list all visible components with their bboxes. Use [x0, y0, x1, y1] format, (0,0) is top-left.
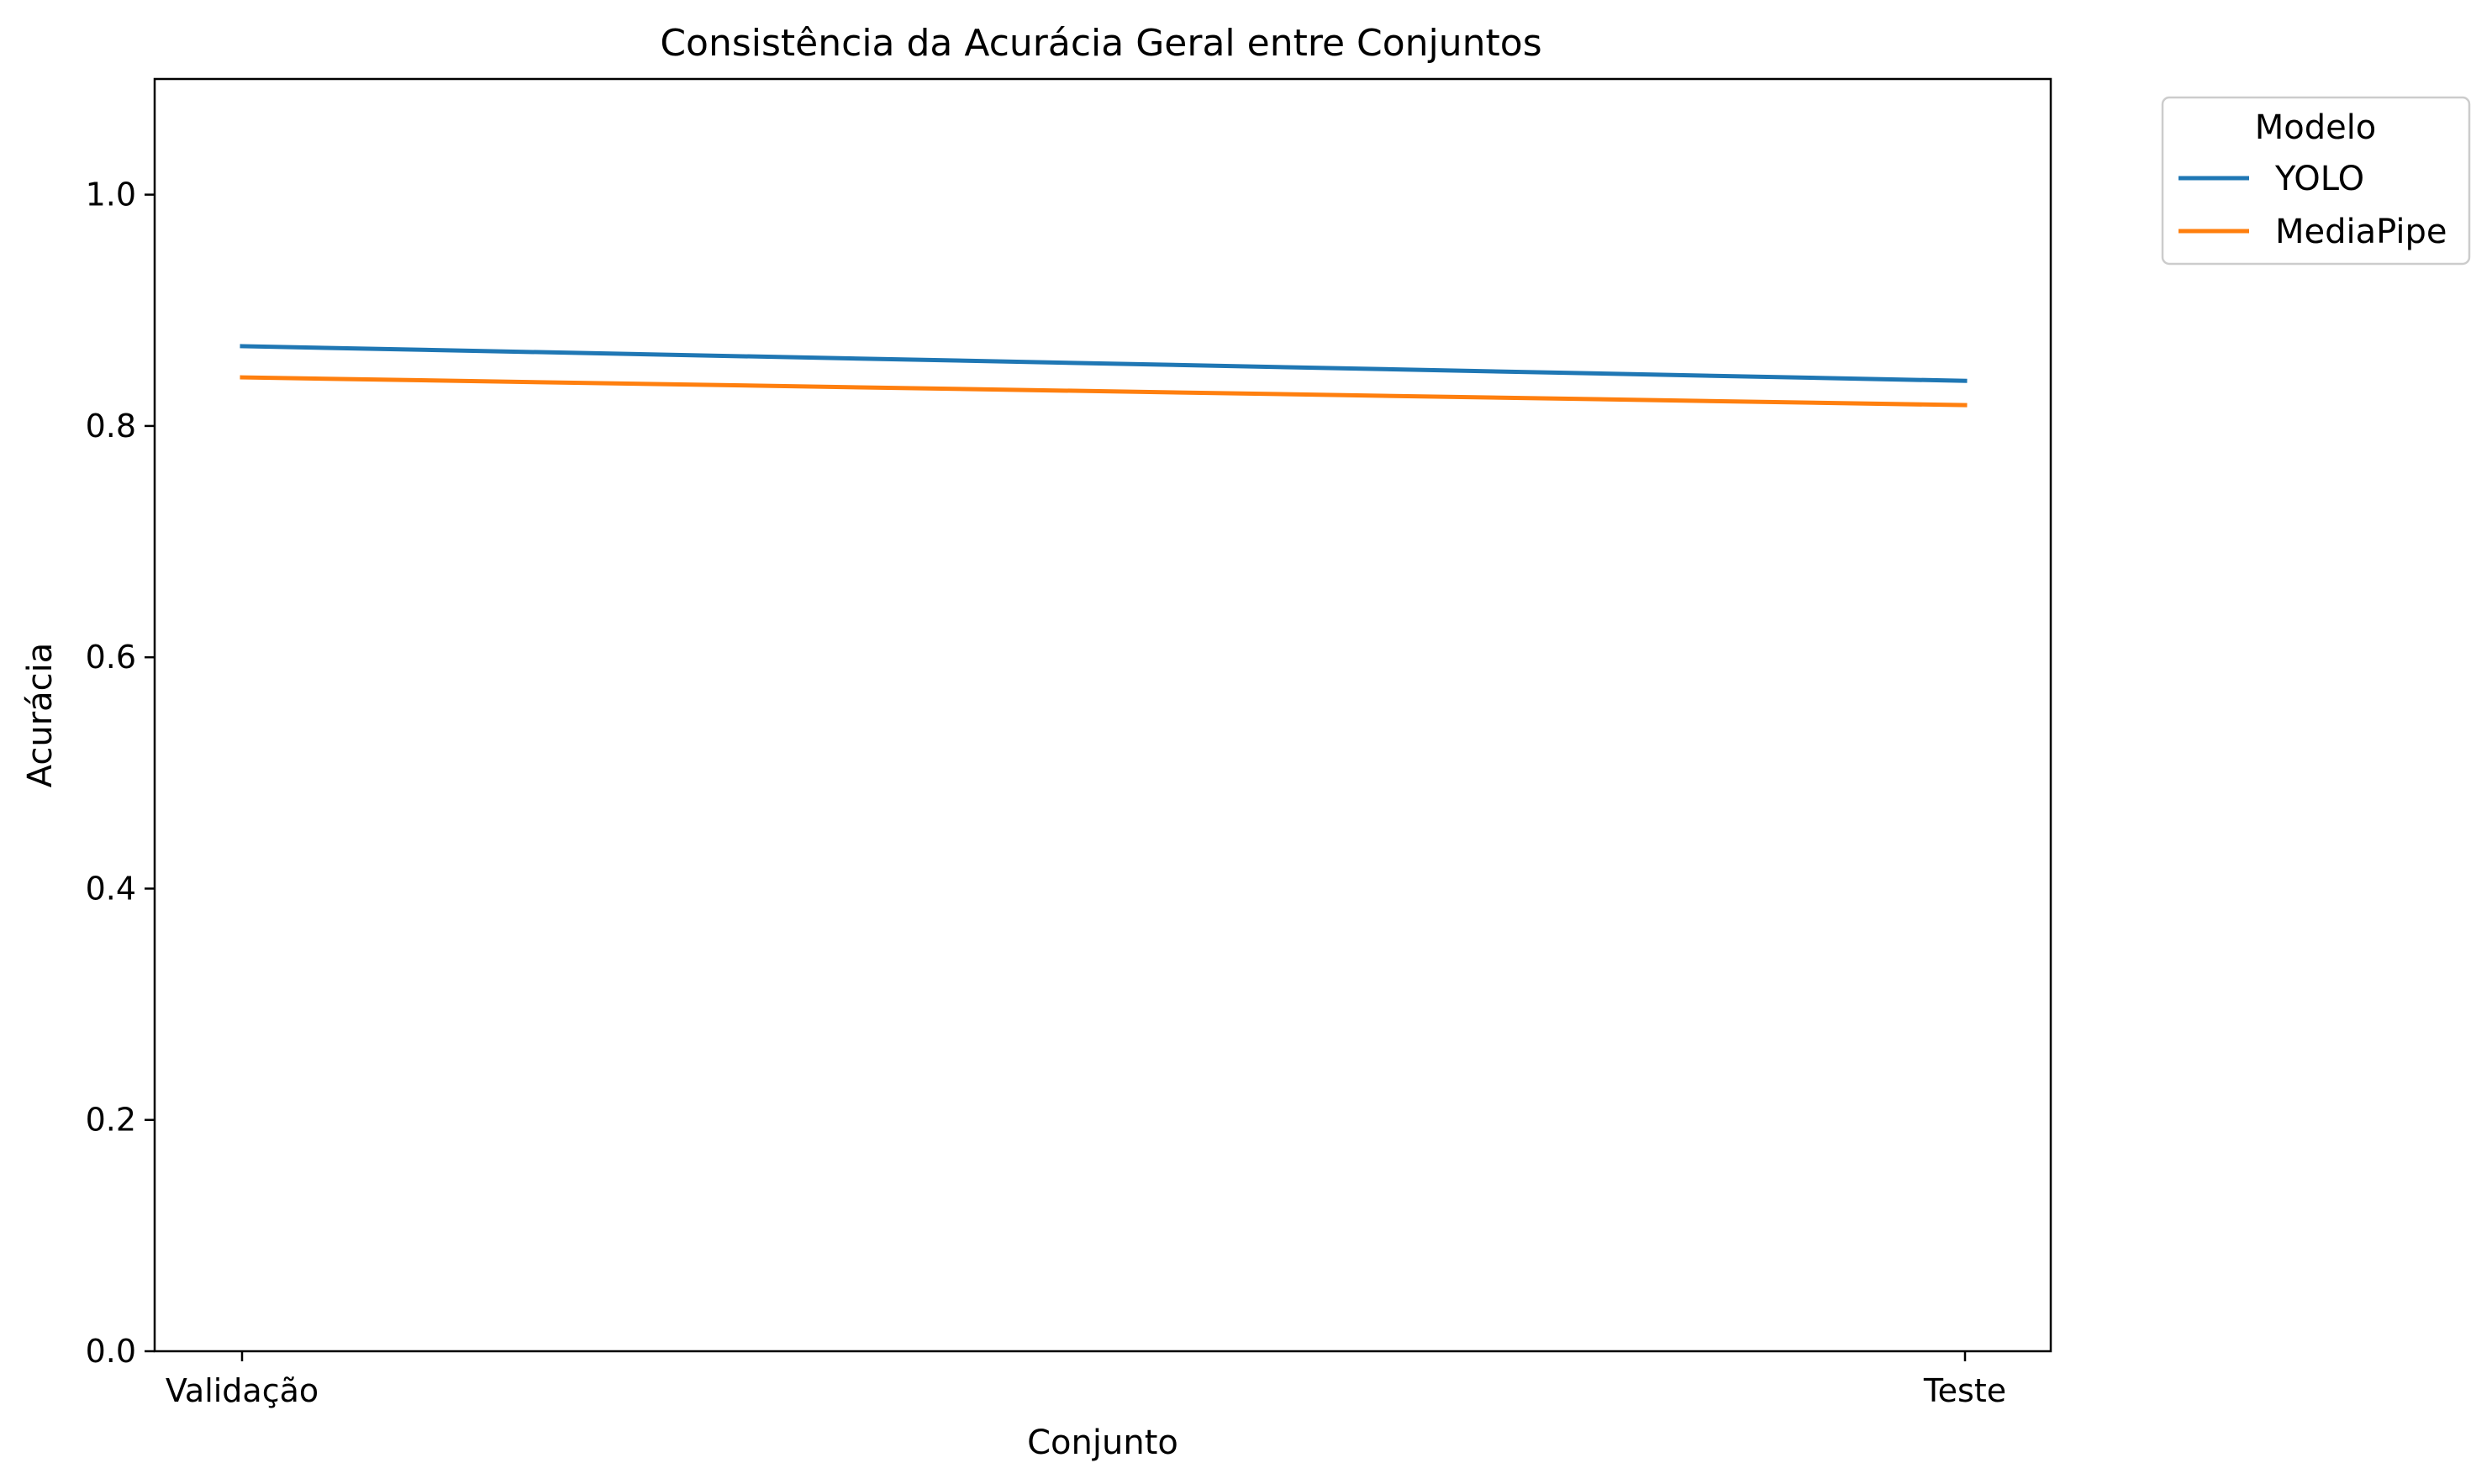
y-tick-label: 1.0 — [86, 176, 136, 213]
series-line-mediapipe — [240, 375, 1968, 408]
legend-label-mediapipe: MediaPipe — [2275, 213, 2447, 251]
x-axis-ticks: Validação Teste — [166, 1351, 2006, 1409]
y-tick-label: 0.8 — [86, 408, 136, 445]
plot-area-frame — [153, 77, 2052, 1353]
chart-title: Consistência da Acurácia Geral entre Con… — [660, 22, 1541, 65]
y-tick-label: 0.4 — [86, 870, 136, 907]
y-tick-label: 0.2 — [86, 1102, 136, 1139]
legend-items: YOLO MediaPipe — [2179, 160, 2447, 251]
y-tick-label: 0.6 — [86, 639, 136, 676]
series-line-yolo — [240, 344, 1968, 383]
x-tick-label: Teste — [1923, 1372, 2006, 1409]
y-tick-label: 0.0 — [86, 1333, 136, 1370]
y-axis-ticks: 0.0 0.2 0.4 0.6 0.8 1.0 — [86, 176, 155, 1370]
y-axis-label: Acurácia — [21, 643, 60, 788]
x-axis-label: Conjunto — [1027, 1423, 1178, 1462]
legend-title: Modelo — [2255, 108, 2377, 147]
legend: Modelo YOLO MediaPipe — [2161, 96, 2471, 266]
legend-box — [2161, 96, 2471, 266]
x-tick-label: Validação — [166, 1372, 319, 1409]
legend-label-yolo: YOLO — [2274, 160, 2364, 198]
series-lines — [240, 344, 1968, 408]
